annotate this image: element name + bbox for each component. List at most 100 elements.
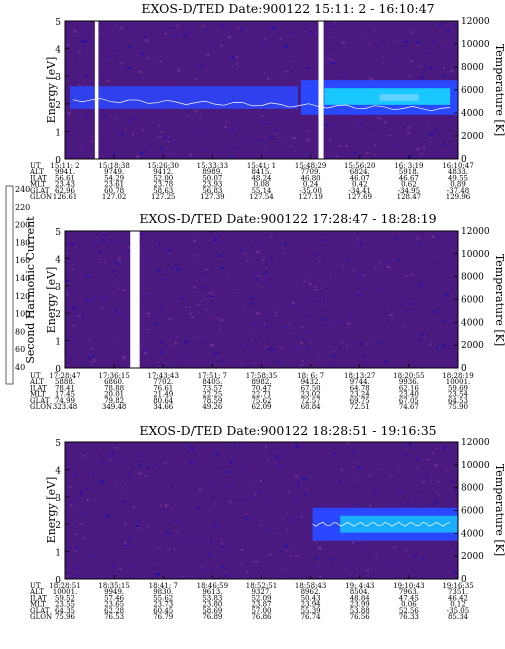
ephemeris-value: 9613. bbox=[202, 588, 222, 596]
noise-cell bbox=[92, 297, 94, 300]
noise-cell bbox=[443, 446, 447, 449]
signal-band bbox=[312, 507, 458, 541]
noise-cell bbox=[328, 36, 332, 38]
noise-cell bbox=[229, 460, 233, 464]
noise-cell bbox=[78, 523, 83, 526]
ytick-right-label: 8000 bbox=[461, 63, 484, 73]
signal-band-blue bbox=[70, 86, 298, 109]
noise-cell bbox=[279, 550, 282, 552]
noise-cell bbox=[403, 326, 405, 328]
panel-3-spectrogram bbox=[65, 442, 458, 579]
noise-cell bbox=[259, 523, 261, 527]
panel-2-spectrogram bbox=[65, 231, 458, 368]
noise-cell bbox=[431, 235, 436, 238]
noise-cell bbox=[252, 496, 254, 499]
noise-cell bbox=[85, 39, 88, 43]
noise-cell bbox=[254, 239, 258, 242]
noise-cell bbox=[160, 341, 164, 344]
ytick-label: 1 bbox=[55, 549, 61, 559]
noise-cell bbox=[382, 467, 384, 470]
ut-tick-label: 18:28:19 bbox=[442, 372, 473, 380]
noise-cell bbox=[276, 132, 279, 135]
noise-cell bbox=[164, 507, 166, 511]
noise-cell bbox=[331, 58, 333, 62]
noise-cell bbox=[263, 72, 266, 74]
colorbar-tick-label: 40 bbox=[15, 363, 25, 372]
ephemeris-value: 8504. bbox=[350, 588, 370, 596]
ephemeris-value: 8982. bbox=[251, 378, 271, 386]
ytick-label: 4 bbox=[55, 255, 61, 265]
noise-cell bbox=[263, 334, 265, 338]
noise-cell bbox=[405, 549, 407, 553]
noise-cell bbox=[206, 54, 210, 57]
noise-cell bbox=[186, 444, 190, 446]
noise-cell bbox=[276, 361, 279, 364]
noise-cell bbox=[176, 336, 180, 338]
ephemeris-row-label: UT bbox=[30, 372, 41, 380]
noise-cell bbox=[366, 569, 369, 572]
panel-1-spectrogram bbox=[65, 21, 458, 159]
noise-cell bbox=[165, 503, 169, 507]
panel-1-left-ticks: 0 1 2 3 4 5 bbox=[55, 18, 69, 166]
noise-cell bbox=[410, 273, 415, 276]
noise-cell bbox=[120, 312, 124, 314]
panel-1-ylabel-right: Temperature [K] bbox=[493, 44, 505, 136]
noise-cell bbox=[219, 318, 224, 322]
noise-cell bbox=[183, 519, 185, 521]
noise-cell bbox=[114, 117, 118, 119]
noise-cell bbox=[292, 332, 294, 336]
ephemeris-value: 9412. bbox=[153, 168, 173, 176]
noise-cell bbox=[127, 466, 130, 469]
noise-speckle bbox=[65, 231, 451, 367]
noise-cell bbox=[110, 455, 113, 457]
noise-cell bbox=[146, 312, 151, 315]
ephemeris-value: 58.63 bbox=[153, 187, 173, 195]
noise-cell bbox=[164, 32, 167, 35]
noise-cell bbox=[220, 266, 225, 269]
noise-cell bbox=[421, 494, 423, 497]
noise-cell bbox=[234, 55, 239, 59]
noise-cell bbox=[405, 309, 407, 313]
noise-cell bbox=[378, 262, 381, 265]
ephemeris-value: 5888. bbox=[55, 378, 75, 386]
ephemeris-value: 9432. bbox=[301, 378, 321, 386]
noise-cell bbox=[210, 343, 214, 347]
noise-cell bbox=[382, 62, 384, 64]
noise-cell bbox=[383, 326, 386, 329]
noise-cell bbox=[88, 357, 92, 359]
panel-2-left-ticks: 0 1 2 3 4 5 bbox=[55, 228, 69, 375]
noise-cell bbox=[374, 265, 377, 268]
noise-cell bbox=[86, 499, 90, 502]
noise-cell bbox=[140, 233, 144, 236]
noise-cell bbox=[345, 144, 348, 148]
noise-cell bbox=[101, 461, 103, 465]
noise-cell bbox=[142, 76, 144, 79]
noise-cell bbox=[233, 292, 236, 294]
ephemeris-value: 128.47 bbox=[397, 193, 422, 201]
noise-cell bbox=[365, 549, 370, 551]
noise-cell bbox=[219, 327, 221, 331]
noise-cell bbox=[69, 485, 72, 489]
ephemeris-row-label: ILAT bbox=[30, 384, 47, 392]
ephemeris-value: 48.24 bbox=[251, 174, 272, 182]
noise-cell bbox=[115, 272, 117, 274]
noise-cell bbox=[167, 152, 170, 155]
ut-tick-label: 19:10:43 bbox=[393, 582, 424, 590]
noise-cell bbox=[226, 470, 230, 474]
noise-cell bbox=[180, 297, 184, 300]
noise-cell bbox=[86, 275, 90, 278]
ephemeris-value: 49.55 bbox=[448, 174, 468, 182]
ephemeris-value: 75.96 bbox=[55, 613, 76, 621]
noise-cell bbox=[384, 261, 388, 263]
noise-cell bbox=[260, 287, 264, 289]
noise-cell bbox=[310, 341, 313, 344]
noise-cell bbox=[159, 350, 163, 354]
noise-cell bbox=[189, 28, 192, 31]
panel-2-ephemeris-table: UTALTILATMLTGLATGLON17:28:475888.78.4117… bbox=[29, 364, 474, 411]
ephemeris-value: 56.83 bbox=[202, 187, 222, 195]
noise-cell bbox=[245, 570, 248, 574]
ephemeris-value: 50.43 bbox=[301, 594, 321, 602]
noise-cell bbox=[129, 120, 131, 124]
noise-cell bbox=[435, 128, 437, 132]
noise-cell bbox=[334, 452, 336, 455]
